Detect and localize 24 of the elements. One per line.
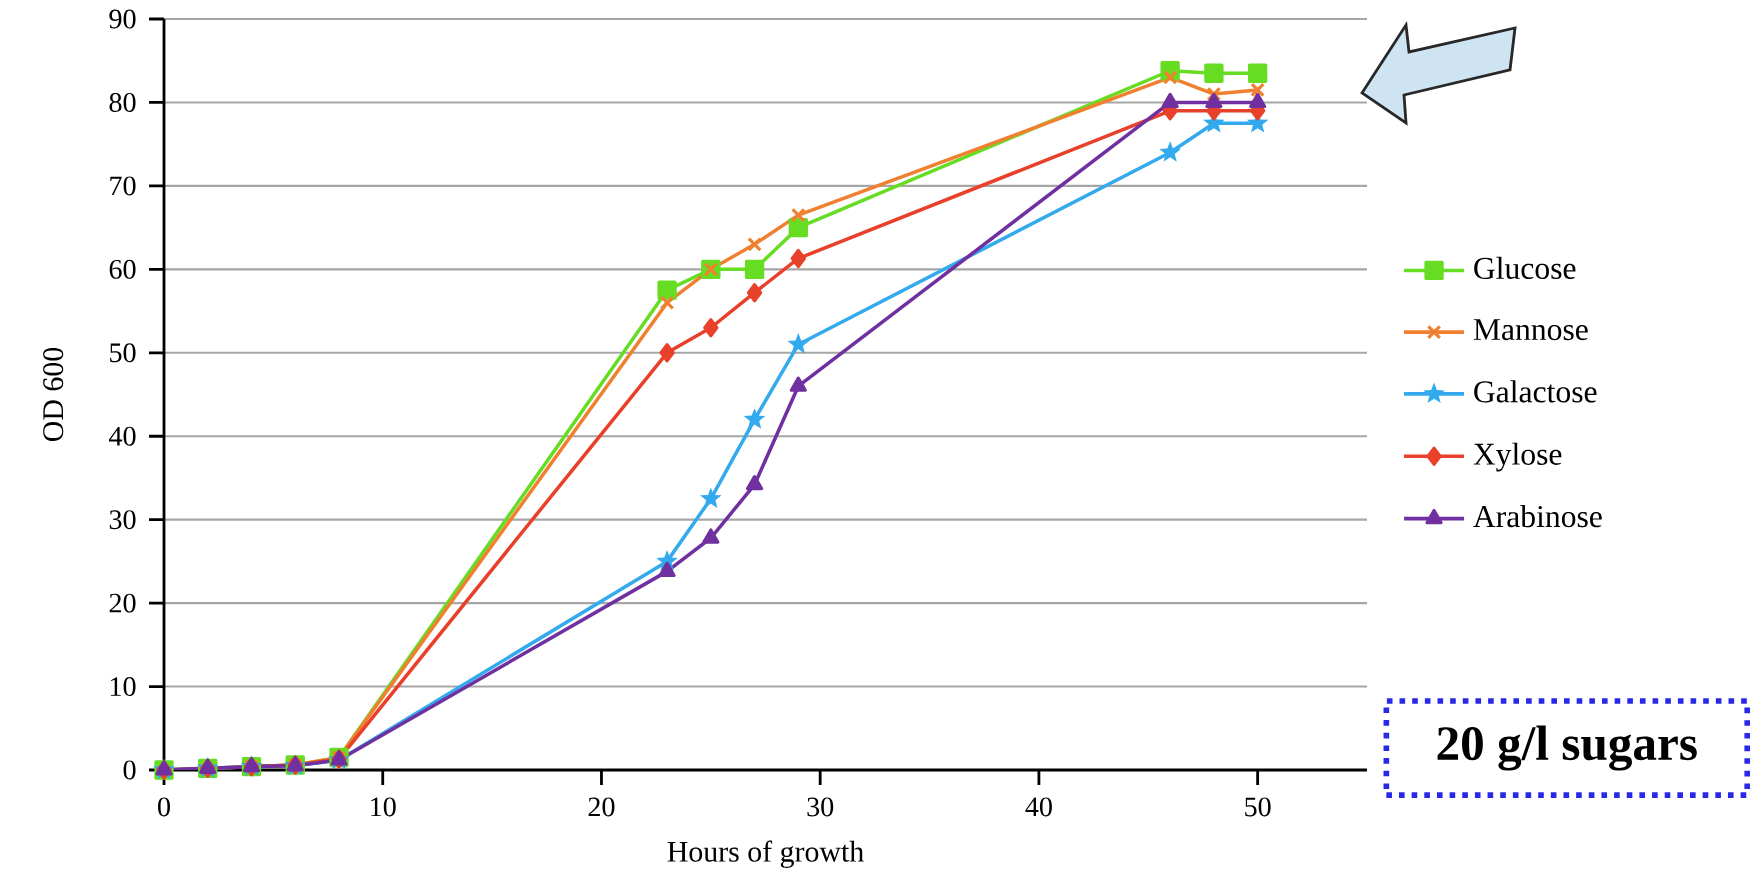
legend-label: Galactose (1474, 380, 1597, 403)
y-tick-label: 40 (109, 426, 136, 446)
y-tick-label: 0 (123, 760, 136, 780)
x-tick-label: 0 (158, 797, 170, 817)
x-tick-label: 20 (588, 797, 615, 817)
y-tick-label: 70 (110, 176, 136, 196)
x-axis-title: Hours of growth (667, 840, 864, 868)
y-tick-label: 60 (109, 259, 136, 279)
y-axis-title: OD 600 (43, 347, 64, 442)
y-tick-label: 10 (110, 677, 136, 697)
y-tick-label: 20 (109, 593, 136, 613)
y-tick-label: 90 (109, 9, 136, 29)
y-tick-label: 80 (109, 92, 136, 112)
text: 20 g/l sugars (1437, 725, 1697, 771)
x-tick-label: 50 (1245, 797, 1271, 817)
y-tick-label: 30 (109, 510, 136, 530)
x-tick-label: 10 (371, 797, 396, 817)
legend-label: Glucose (1474, 256, 1576, 280)
legend-label: Mannose (1473, 319, 1588, 341)
x-tick-label: 30 (807, 797, 834, 817)
legend-label: Xylose (1473, 442, 1562, 472)
x-tick-label: 40 (1025, 797, 1052, 817)
legend-label: Arabinose (1473, 505, 1602, 528)
y-tick-label: 50 (110, 343, 136, 363)
